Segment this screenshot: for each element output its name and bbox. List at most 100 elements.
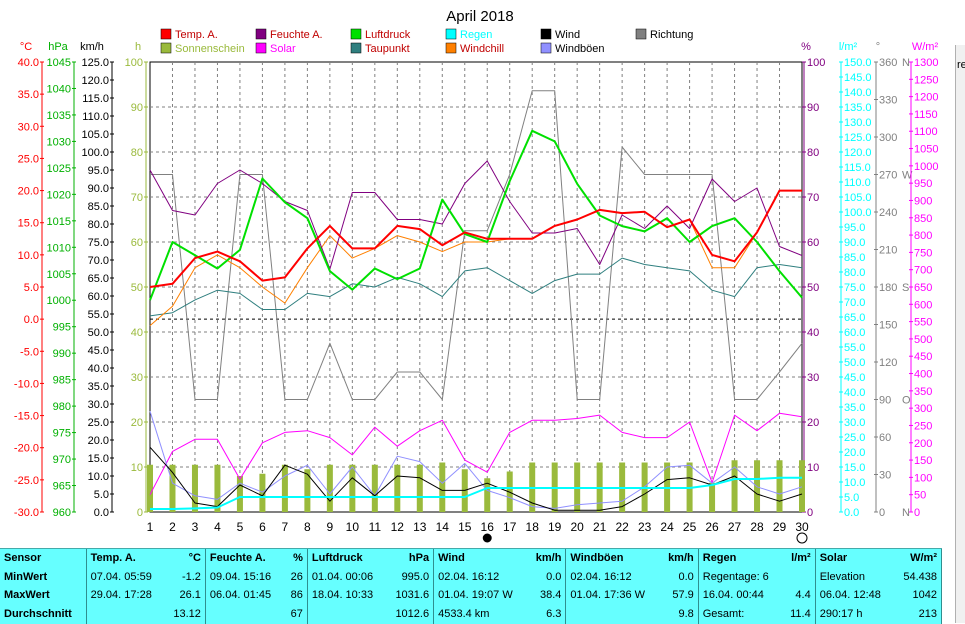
axis-tick-label: 750 bbox=[914, 247, 932, 259]
legend-label: Windchill bbox=[460, 43, 504, 55]
axis-tick-label: 1010 bbox=[47, 242, 71, 254]
sunshine-bar bbox=[709, 482, 716, 512]
axis-tick-label: 30 bbox=[131, 372, 143, 384]
sunshine-bar bbox=[147, 464, 153, 512]
table-cell-value: 0.0 bbox=[659, 567, 699, 587]
legend-label: Luftdruck bbox=[365, 29, 411, 41]
axis-unit-pressure: hPa bbox=[48, 41, 68, 53]
x-tick-label: 22 bbox=[615, 520, 629, 534]
axis-tick-label: 1300 bbox=[914, 57, 938, 69]
column-header: Feuchte A. bbox=[209, 551, 266, 564]
legend-swatch bbox=[160, 28, 172, 40]
axis-tick-label: 450 bbox=[914, 351, 932, 363]
x-tick-label: 16 bbox=[481, 520, 495, 534]
axis-tick-label: 20 bbox=[131, 417, 143, 429]
table-cell-value: 4.4 bbox=[782, 586, 816, 606]
table-cell-detail: 01.04. 19:07 W bbox=[438, 589, 513, 602]
side-panel[interactable]: re bbox=[955, 45, 965, 623]
legend-swatch bbox=[445, 42, 457, 54]
axis-tick-label: 35.0 bbox=[88, 381, 109, 393]
x-axis: 1 2 3 4 5 6 7 8 9 10 11 12 13 14 15 16 17 18 19 20 21 22 23 24 2… bbox=[147, 520, 809, 544]
axis-tick-label: 980 bbox=[53, 401, 71, 413]
direction-marker-label: N bbox=[902, 57, 910, 69]
table-cell-value: 67 bbox=[284, 605, 308, 624]
series-line-luftdruck bbox=[149, 129, 803, 301]
legend-swatch bbox=[635, 28, 647, 40]
axis-tick-label: 50 bbox=[131, 282, 143, 294]
x-tick-label: 1 bbox=[147, 520, 154, 534]
sunshine-bar bbox=[731, 460, 738, 512]
axis-tick-label: 70 bbox=[131, 192, 143, 204]
axis-tick-label: 1040 bbox=[47, 83, 71, 95]
axis-unit-direction: ° bbox=[876, 41, 880, 53]
axis-tick-label: 135.0 bbox=[844, 102, 872, 114]
x-tick-label: 18 bbox=[526, 520, 540, 534]
axis-tick-label: 1015 bbox=[47, 216, 71, 228]
axis-tick-label: 1150 bbox=[914, 109, 938, 121]
axis-tick-label: 150.0 bbox=[844, 57, 872, 69]
series-line-richtung bbox=[150, 90, 803, 400]
column-header: Temp. A. bbox=[90, 551, 136, 564]
axis-tick-label: 1200 bbox=[914, 92, 938, 104]
axis-tick-label: 550 bbox=[914, 317, 932, 329]
axis-direction: ° 0 30 60 90 120 150 180 210 240 270 300 330 360 N W S O N bbox=[874, 41, 913, 519]
table-header-row: Sensor Temp. A. °C Feuchte A.% Luftdruck hPa W… bbox=[0, 549, 942, 568]
axis-tick-label: 30.0 bbox=[18, 121, 39, 133]
axis-temp: °C -30.0 -25.0 -20.0 -15.0 -10.0 -5.0 0.0 5.0 10.… bbox=[14, 41, 44, 519]
legend-swatch bbox=[350, 42, 362, 54]
table-cell-value: 26 bbox=[284, 567, 308, 587]
axis-unit-temp: °C bbox=[20, 41, 32, 53]
table-cell-value: 9.8 bbox=[659, 605, 699, 624]
axis-tick-label: -25.0 bbox=[14, 475, 39, 487]
x-tick-label: 24 bbox=[660, 520, 674, 534]
table-cell-detail: 29.04. 17:28 bbox=[90, 589, 152, 602]
table-cell-detail: 06.04. 12:48 bbox=[819, 589, 881, 602]
table-row: MaxWert 29.04. 17:28 26.1 06.04. 01:45 86 18.… bbox=[0, 586, 942, 606]
direction-marker-label: S bbox=[902, 282, 909, 294]
axis-tick-label: 950 bbox=[914, 178, 932, 190]
table-row: MinWert 07.04. 05:59 -1.2 09.04. 15:16 26 01.… bbox=[0, 567, 942, 587]
axis-unit-rain: l/m² bbox=[839, 41, 858, 53]
table-cell-value: 1031.6 bbox=[386, 586, 435, 606]
series-line-windb-en bbox=[149, 411, 803, 509]
statistics-table: Sensor Temp. A. °C Feuchte A.% Luftdruck hPa W… bbox=[0, 548, 942, 624]
axis-tick-label: 300 bbox=[879, 132, 897, 144]
x-tick-label: 3 bbox=[192, 520, 199, 534]
axis-tick-label: 5.0 bbox=[844, 492, 859, 504]
axis-tick-label: 400 bbox=[914, 369, 932, 381]
series-line-solar bbox=[149, 412, 803, 495]
column-unit: % bbox=[284, 549, 308, 568]
sunshine-bar bbox=[754, 460, 761, 512]
axis-unit-humidity: % bbox=[801, 41, 811, 53]
series-line-feuchte-a bbox=[149, 160, 803, 270]
x-tick-label: 19 bbox=[548, 520, 562, 534]
axis-tick-label: 80.0 bbox=[844, 267, 865, 279]
table-cell-detail: 07.04. 05:59 bbox=[90, 570, 152, 583]
legend-label: Sonnenschein bbox=[175, 43, 245, 55]
axis-tick-label: 650 bbox=[914, 282, 932, 294]
x-tick-label: 11 bbox=[369, 520, 382, 534]
axis-tick-label: 25.0 bbox=[18, 153, 39, 165]
axis-tick-label: 200 bbox=[914, 438, 932, 450]
legend-swatch bbox=[160, 42, 172, 54]
axis-tick-label: 0.0 bbox=[844, 507, 859, 519]
table-cell-detail: 18.04. 10:33 bbox=[311, 589, 374, 602]
axis-tick-label: 120.0 bbox=[844, 147, 872, 159]
axis-tick-label: -30.0 bbox=[14, 507, 39, 519]
table-cell-detail bbox=[86, 605, 165, 624]
axis-tick-label: 500 bbox=[914, 334, 932, 346]
x-tick-label: 28 bbox=[750, 520, 764, 534]
axis-tick-label: 330 bbox=[879, 95, 897, 107]
series-lines bbox=[149, 90, 803, 511]
axis-humidity: % 0 10 20 30 40 50 60 70 80 90 100 bbox=[801, 41, 825, 519]
axis-solar: W/m² 0 50 100 150 200 250 300 350 400 450 500 550 600… bbox=[909, 41, 938, 519]
axis-tick-label: 130.0 bbox=[844, 117, 872, 129]
axis-tick-label: 115.0 bbox=[82, 93, 109, 105]
axis-tick-label: 145.0 bbox=[844, 72, 872, 84]
axis-unit-sunshine: h bbox=[135, 41, 141, 53]
axis-tick-label: 70 bbox=[807, 192, 819, 204]
legend-label: Feuchte A. bbox=[270, 29, 323, 41]
axis-tick-label: 1050 bbox=[914, 144, 938, 156]
x-tick-label: 13 bbox=[413, 520, 427, 534]
axis-tick-label: 0 bbox=[879, 507, 885, 519]
